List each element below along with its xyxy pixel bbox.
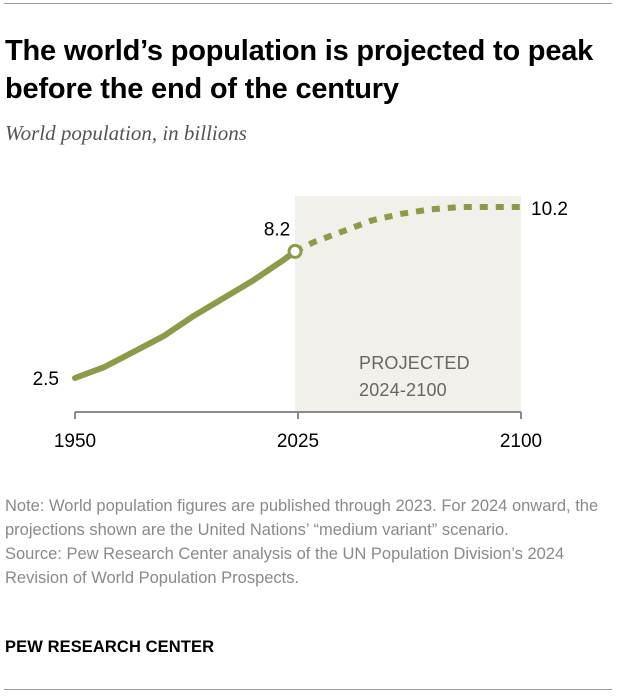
top-rule xyxy=(4,3,612,4)
series-group xyxy=(72,204,521,381)
x-tick-label: 1950 xyxy=(54,431,96,452)
data-label: 10.2 xyxy=(531,199,568,220)
x-axis: 1950 2025 2100 xyxy=(54,411,542,452)
chart-note: Note: World population figures are publi… xyxy=(5,497,599,539)
current-point-marker xyxy=(287,243,303,259)
projection-series-line xyxy=(293,204,521,255)
chart-title: The world’s population is projected to p… xyxy=(5,35,594,105)
notes-block: Note: World population figures are publi… xyxy=(5,494,610,590)
brand-logo-text: PEW RESEARCH CENTER xyxy=(5,638,215,656)
data-label: 8.2 xyxy=(264,219,290,240)
x-tick-label: 2025 xyxy=(277,431,319,452)
projected-label: PROJECTED xyxy=(359,353,470,373)
projected-years-label: 2024-2100 xyxy=(359,380,447,400)
data-label: 2.5 xyxy=(33,369,59,390)
estimate-series-line xyxy=(72,248,298,381)
chart-source: Source: Pew Research Center analysis of … xyxy=(5,545,565,587)
bottom-rule xyxy=(4,689,612,690)
chart-subtitle: World population, in billions xyxy=(5,121,247,145)
data-labels: 2.5 8.2 10.2 xyxy=(33,199,568,390)
x-tick-label: 2100 xyxy=(500,431,542,452)
projected-shaded-region xyxy=(295,196,521,412)
